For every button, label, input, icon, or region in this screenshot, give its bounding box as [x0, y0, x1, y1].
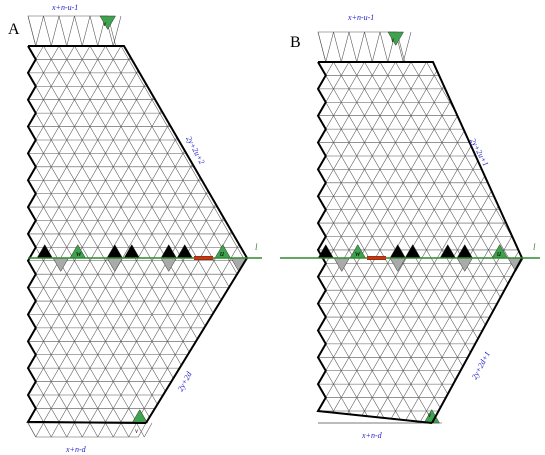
- gray_tile-triangle: [106, 257, 123, 272]
- mark-bottom-v: v: [428, 411, 432, 419]
- outline-left: [26, 45, 147, 424]
- lower-side-label: 2y+2d+1: [470, 350, 492, 381]
- outline-left: [316, 61, 433, 424]
- black_tile-triangle: [106, 244, 123, 259]
- green-triangle-top: [387, 31, 404, 46]
- gray_tile-triangle: [160, 257, 177, 272]
- top-side-label: x+n-u-1: [51, 3, 78, 12]
- top-side-label: x+n-u-1: [347, 13, 374, 22]
- black_tile-triangle: [389, 244, 406, 259]
- region-outline: [26, 45, 262, 424]
- mark-bottom-v: v: [135, 427, 139, 435]
- gray_tile-triangle: [52, 257, 69, 272]
- gray_tile-triangle: [230, 257, 247, 272]
- bottom-side-label: x+n-d: [361, 431, 383, 440]
- outline-right: [28, 45, 249, 424]
- bottom-side-label: x+n-d: [65, 445, 87, 454]
- mark-u: u: [497, 249, 501, 258]
- green-triangle-top: [99, 15, 116, 30]
- line-label: l: [533, 242, 536, 252]
- gray_tile-triangle: [389, 257, 406, 272]
- gray_tile-triangle: [333, 257, 350, 272]
- mark-top-v: v: [391, 36, 395, 44]
- green-triangle-bottom: [131, 409, 148, 424]
- panel-letter: B: [290, 34, 301, 51]
- gray_tile-triangle: [456, 257, 473, 272]
- line-label: l: [255, 242, 258, 252]
- panel-letter: A: [8, 21, 20, 38]
- triangular-grid: [27, 15, 247, 438]
- lower-side-label: 2y+2d: [176, 369, 194, 393]
- black_tile-triangle: [36, 244, 53, 259]
- marked-tiles: [36, 15, 247, 424]
- region-outline: [280, 61, 540, 424]
- panel-labels: A x+n-u-1 x+n-d 2y+2u+2 2y+2d l v v w u: [8, 3, 258, 454]
- mark-w: w: [76, 249, 82, 258]
- mark-top-v: v: [103, 20, 107, 28]
- triangular-grid: [317, 31, 522, 424]
- mark-u: u: [220, 249, 224, 258]
- panel-a: A x+n-u-1 x+n-d 2y+2u+2 2y+2d l v v w u: [8, 3, 262, 454]
- black_tile-triangle: [160, 244, 177, 259]
- mark-w: w: [355, 249, 361, 258]
- marked-tiles: [317, 31, 524, 424]
- outline-right: [318, 61, 524, 424]
- black_tile-triangle: [404, 244, 421, 259]
- black_tile-triangle: [439, 244, 456, 259]
